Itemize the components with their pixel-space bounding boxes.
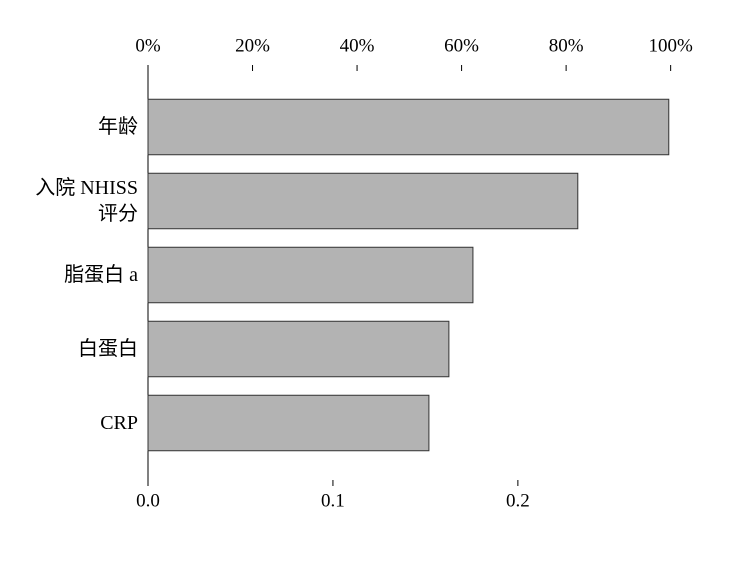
- x2-tick-label: 0%: [135, 35, 161, 56]
- x2-tick-label: 80%: [549, 35, 584, 56]
- x-tick-label: 0.2: [506, 490, 530, 511]
- x2-tick-label: 40%: [340, 35, 375, 56]
- category-label: 脂蛋白 a: [64, 264, 138, 286]
- bar: [147, 246, 474, 304]
- x-tick-label: 0.1: [321, 490, 345, 511]
- x2-tick-label: 20%: [235, 35, 270, 56]
- bar: [147, 394, 430, 452]
- x2-tick-label: 100%: [648, 35, 693, 56]
- bar: [147, 98, 670, 156]
- category-label: 年龄: [98, 116, 138, 138]
- category-label: 入院 NHISS 评分: [35, 177, 138, 225]
- bar: [147, 320, 450, 378]
- x-tick-label: 0.0: [136, 490, 160, 511]
- x2-tick-label: 60%: [444, 35, 479, 56]
- bar: [147, 172, 579, 230]
- category-label: 白蛋白: [78, 338, 138, 360]
- category-label: CRP: [100, 412, 138, 434]
